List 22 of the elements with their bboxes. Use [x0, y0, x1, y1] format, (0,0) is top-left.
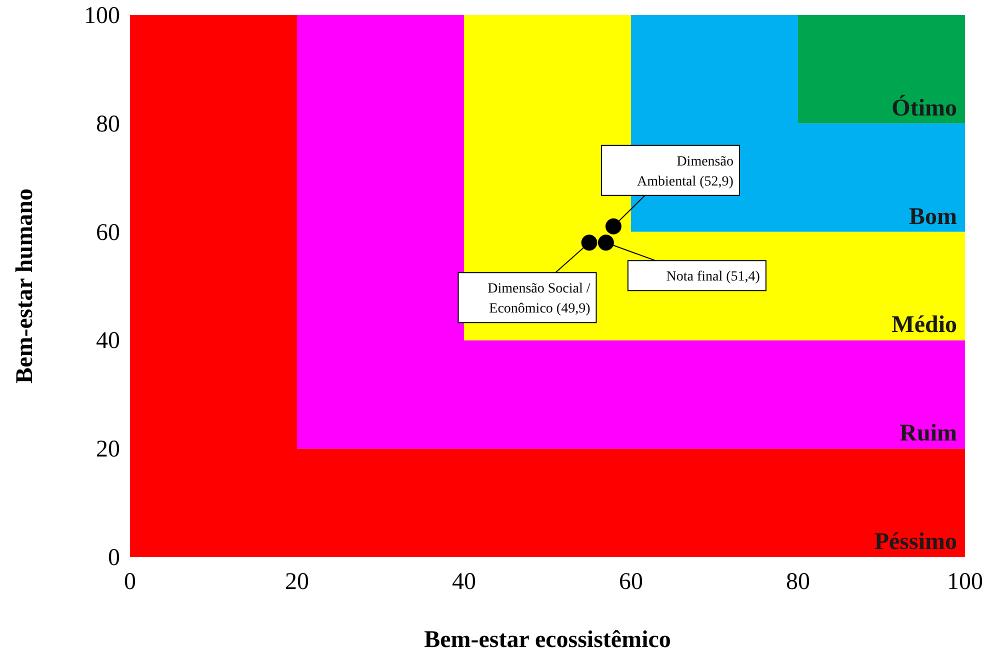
x-tick-label: 80	[786, 569, 810, 595]
x-tick-label: 100	[947, 569, 983, 595]
x-tick-label: 40	[452, 569, 476, 595]
series-label: Médio	[892, 312, 957, 338]
y-tick-label: 100	[84, 3, 120, 29]
y-tick-label: 60	[96, 220, 120, 246]
y-axis-title: Bem-estar humano	[12, 188, 38, 384]
y-tick-label: 40	[96, 328, 120, 354]
y-tick-label: 80	[96, 111, 120, 138]
y-tick-label: 0	[108, 545, 120, 571]
annotation: Nota final (51,4)	[666, 270, 760, 285]
series-label: Péssimo	[874, 529, 957, 555]
series-label: Bom	[909, 204, 958, 230]
annotation: Dimensão Social / Econômico (49,9)	[488, 282, 591, 317]
x-axis-title: Bem-estar ecossistêmico	[424, 627, 671, 653]
series-label: Ruim	[900, 420, 958, 447]
series-label: Ótimo	[892, 94, 957, 122]
annotation: Dimensão Ambiental (52,9)	[637, 154, 734, 190]
x-tick-label: 0	[124, 569, 136, 595]
x-tick-label: 60	[619, 569, 643, 595]
x-tick-label: 20	[285, 569, 309, 595]
y-tick-label: 20	[96, 436, 120, 463]
